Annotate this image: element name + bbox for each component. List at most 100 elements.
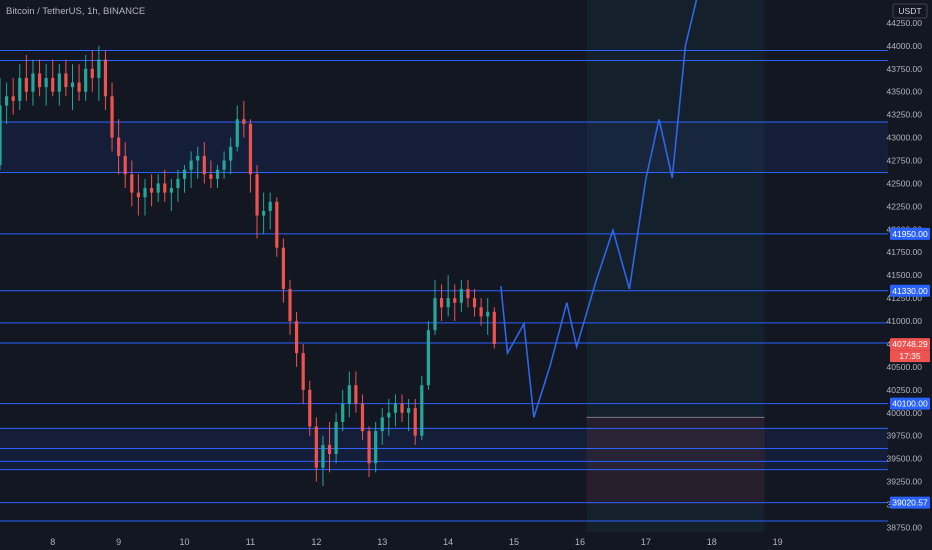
price-tick-label: 39500.00 bbox=[887, 454, 923, 464]
price-badge-label: 17:35 bbox=[899, 351, 921, 361]
candle-down bbox=[11, 96, 15, 101]
candles-layer bbox=[0, 45, 496, 487]
price-tick-label: 41250.00 bbox=[887, 293, 923, 303]
price-tick-label: 44250.00 bbox=[887, 18, 923, 28]
time-tick-label: 17 bbox=[641, 537, 651, 547]
projection-path bbox=[500, 0, 698, 418]
price-tick-label: 38750.00 bbox=[887, 522, 923, 532]
price-tick-label: 41000.00 bbox=[887, 316, 923, 326]
candle-down bbox=[288, 288, 292, 322]
time-tick-label: 14 bbox=[443, 537, 453, 547]
candle-up bbox=[97, 59, 101, 78]
price-tick-label: 43500.00 bbox=[887, 87, 923, 97]
projection-layer bbox=[500, 0, 698, 418]
time-axis[interactable]: 8 9 10 11 12 13 14 15 16 17 18 19 bbox=[0, 532, 932, 550]
price-tick-label: 40500.00 bbox=[887, 362, 923, 372]
candle-up bbox=[156, 183, 160, 193]
zones-layer bbox=[0, 0, 888, 532]
price-tick-label: 41500.00 bbox=[887, 270, 923, 280]
candle-down bbox=[439, 298, 444, 308]
candle-down bbox=[24, 77, 28, 92]
candle-down bbox=[149, 188, 154, 193]
candle-up bbox=[84, 68, 88, 92]
candle-up bbox=[486, 311, 490, 317]
price-badge-countdown bbox=[890, 350, 930, 363]
price-tick-label: 43250.00 bbox=[887, 110, 923, 120]
candle-down bbox=[242, 119, 246, 124]
candle-up bbox=[182, 169, 187, 179]
candle-down bbox=[281, 247, 285, 289]
candle-down bbox=[37, 73, 42, 88]
time-tick-label: 18 bbox=[707, 537, 717, 547]
currency-box[interactable] bbox=[892, 3, 928, 19]
candle-down bbox=[294, 321, 299, 354]
candle-up bbox=[380, 417, 384, 432]
currency-label[interactable]: USDT bbox=[898, 6, 921, 16]
time-tick-label: 10 bbox=[180, 537, 190, 547]
candle-up bbox=[196, 155, 200, 161]
candle-up bbox=[341, 403, 345, 422]
candle-up bbox=[176, 178, 180, 189]
zone-resistance bbox=[0, 121, 888, 173]
price-tick-label: 39250.00 bbox=[887, 477, 923, 487]
price-tick-label: 44000.00 bbox=[887, 41, 923, 51]
candle-down bbox=[136, 192, 141, 198]
candle-up bbox=[189, 160, 193, 170]
price-tick-label: 43750.00 bbox=[887, 64, 923, 74]
price-tick-label: 40000.00 bbox=[887, 408, 923, 418]
price-tick-label: 40250.00 bbox=[887, 385, 923, 395]
candle-up bbox=[387, 412, 391, 418]
price-badge-level bbox=[890, 227, 930, 240]
candle-down bbox=[64, 73, 68, 88]
candle-up bbox=[321, 444, 325, 468]
candle-up bbox=[393, 403, 398, 413]
candle-down bbox=[367, 431, 371, 464]
candle-down bbox=[301, 353, 305, 390]
price-badge-last bbox=[890, 338, 930, 351]
candle-down bbox=[314, 426, 318, 468]
price-badge-label: 39020.57 bbox=[892, 498, 928, 508]
price-badge-label: 41330.00 bbox=[892, 286, 928, 296]
candle-up bbox=[44, 77, 48, 88]
price-tick-label: 42750.00 bbox=[887, 156, 923, 166]
candle-down bbox=[472, 298, 477, 308]
candle-up bbox=[347, 385, 351, 404]
candle-up bbox=[426, 330, 430, 386]
candle-down bbox=[163, 183, 167, 193]
candle-up bbox=[229, 146, 233, 161]
candle-up bbox=[268, 201, 272, 211]
candle-down bbox=[51, 77, 55, 92]
candle-down bbox=[117, 137, 121, 156]
time-tick-label: 13 bbox=[377, 537, 387, 547]
candle-up bbox=[18, 77, 22, 101]
candle-down bbox=[275, 201, 279, 248]
price-axis[interactable]: 38750.0039000.0039250.0039500.0039750.00… bbox=[887, 0, 932, 550]
candle-up bbox=[433, 298, 437, 331]
time-tick-label: 19 bbox=[773, 537, 783, 547]
time-tick-label: 11 bbox=[246, 537, 255, 547]
candle-up bbox=[4, 96, 9, 106]
time-tick-label: 16 bbox=[575, 537, 585, 547]
candle-down bbox=[123, 155, 127, 175]
price-tick-label: 39750.00 bbox=[887, 431, 923, 441]
price-badge-label: 41950.00 bbox=[892, 229, 928, 239]
candle-down bbox=[492, 311, 496, 344]
chart-title: Bitcoin / TetherUS, 1h, BINANCE bbox=[6, 6, 146, 17]
candle-up bbox=[446, 298, 450, 308]
price-badge-label: 40748.29 bbox=[892, 339, 928, 349]
candle-down bbox=[308, 389, 312, 427]
candle-down bbox=[466, 288, 470, 299]
candle-up bbox=[169, 188, 173, 193]
candle-down bbox=[413, 408, 417, 436]
time-tick-label: 8 bbox=[50, 537, 55, 547]
candle-down bbox=[453, 298, 457, 303]
candle-up bbox=[57, 73, 61, 92]
candle-up bbox=[31, 73, 35, 92]
candle-down bbox=[209, 174, 213, 179]
candle-down bbox=[479, 307, 483, 317]
time-tick-label: 15 bbox=[509, 537, 519, 547]
candle-down bbox=[360, 403, 365, 432]
candle-up bbox=[420, 385, 424, 436]
